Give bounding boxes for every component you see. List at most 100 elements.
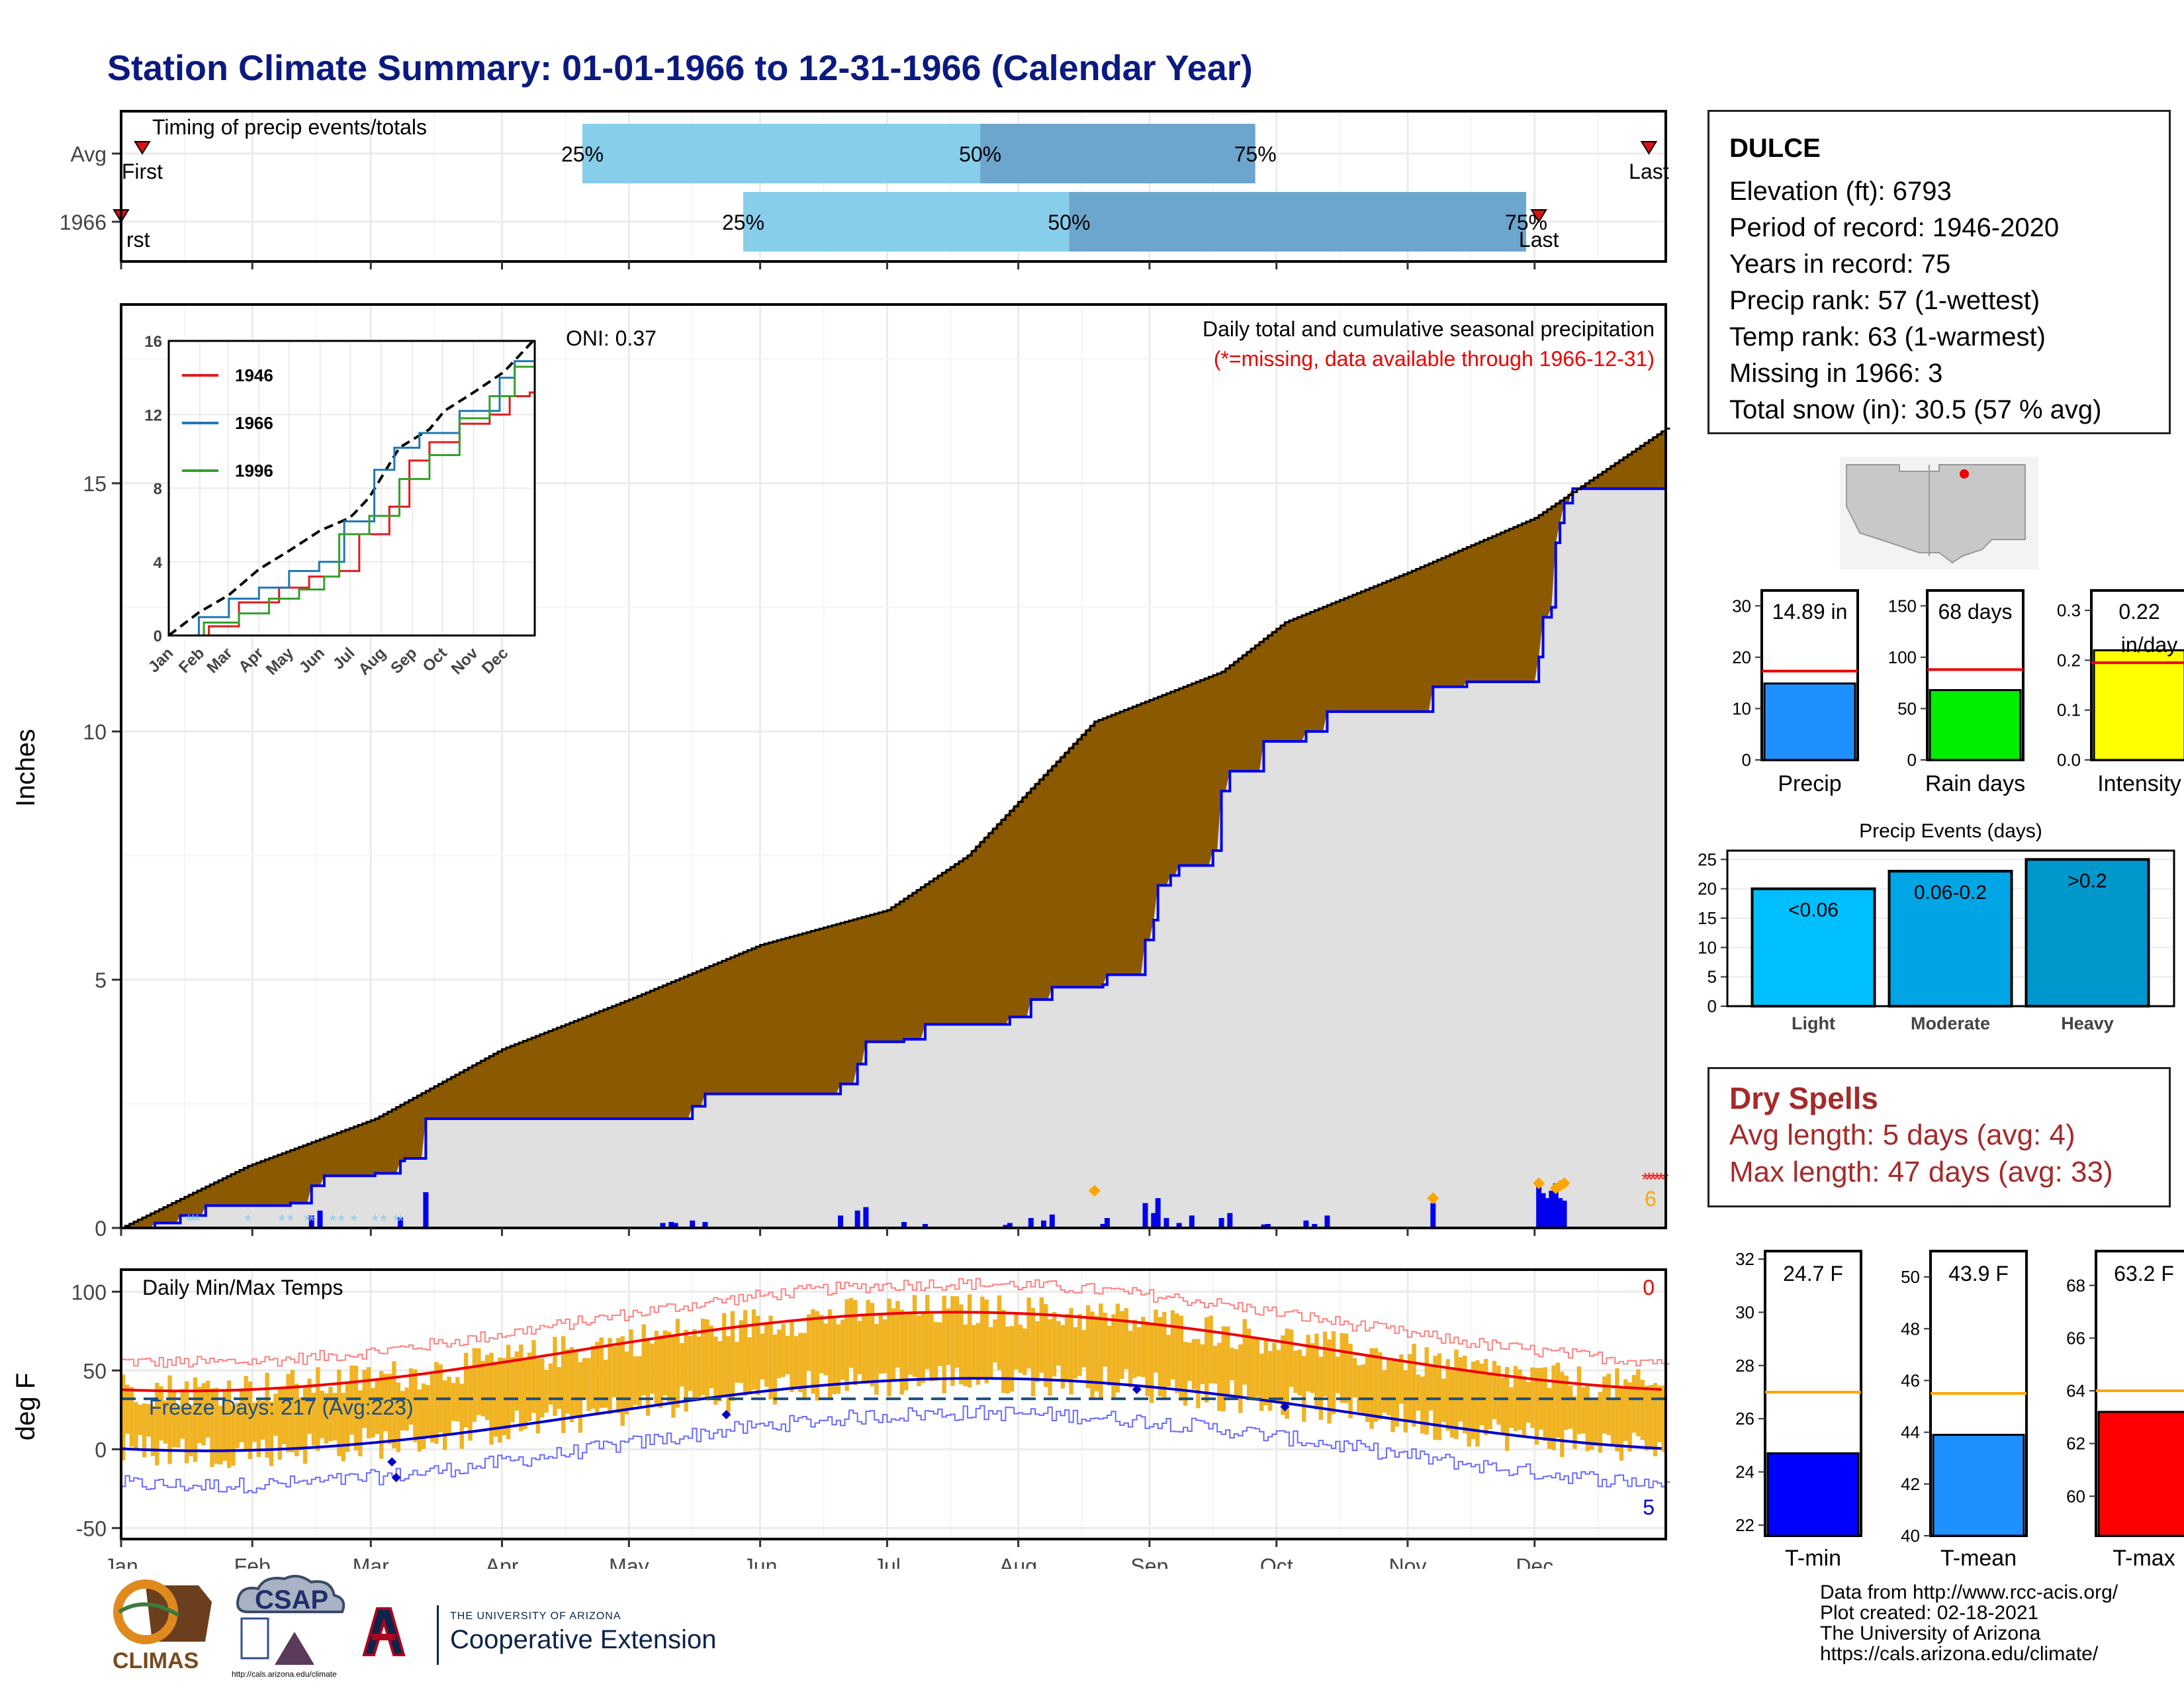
daily-temp-bar bbox=[332, 1393, 338, 1440]
daily-precip-bar bbox=[308, 1215, 314, 1228]
daily-temp-bar bbox=[222, 1389, 227, 1461]
temp-bar bbox=[1766, 1452, 1860, 1537]
snow-marker: * bbox=[351, 1211, 357, 1231]
daily-precip-bar bbox=[660, 1223, 666, 1228]
inset-year-line bbox=[169, 359, 536, 637]
daily-temp-bar bbox=[612, 1346, 617, 1397]
daily-temp-bar bbox=[946, 1308, 951, 1365]
temp-y-tick-label: 100 bbox=[71, 1280, 107, 1304]
daily-temp-bar bbox=[1403, 1370, 1408, 1432]
daily-temp-bar bbox=[917, 1315, 921, 1387]
daily-precip-bar bbox=[901, 1222, 907, 1228]
csap-text: CSAP bbox=[255, 1585, 328, 1615]
daily-temp-bar bbox=[874, 1323, 879, 1395]
month-label: Feb bbox=[234, 1554, 271, 1569]
summary-bar-name: Rain days bbox=[1925, 771, 2025, 796]
snow-marker: * bbox=[330, 1211, 336, 1231]
daily-temp-bar bbox=[1014, 1314, 1019, 1370]
daily-temp-bar bbox=[353, 1366, 359, 1451]
daily-temp-bar bbox=[1454, 1349, 1459, 1439]
daily-temp-bar bbox=[404, 1387, 409, 1431]
daily-temp-bar bbox=[1340, 1333, 1345, 1403]
daily-temp-bar bbox=[772, 1335, 778, 1405]
daily-precip-bar bbox=[690, 1220, 696, 1228]
record-low-marker bbox=[721, 1409, 731, 1419]
station-location-dot bbox=[1960, 469, 1969, 479]
missing-marker: * bbox=[1641, 1169, 1649, 1191]
daily-temp-bar bbox=[1187, 1342, 1192, 1382]
daily-precip-bar bbox=[1561, 1200, 1567, 1228]
daily-temp-bar bbox=[883, 1319, 887, 1374]
daily-temp-bar bbox=[1246, 1329, 1251, 1397]
daily-temp-bar bbox=[1052, 1311, 1057, 1377]
daily-temp-bar bbox=[582, 1358, 587, 1400]
daily-temp-bar bbox=[1276, 1350, 1281, 1403]
footer-credits: Data from http://www.rcc-acis.org/ Plot … bbox=[1820, 1582, 2118, 1664]
daily-temp-bar bbox=[408, 1368, 414, 1425]
daily-temp-bar bbox=[510, 1357, 515, 1423]
summary-y-tick-label: 150 bbox=[1888, 596, 1917, 616]
temp-bar bbox=[1932, 1434, 2025, 1537]
precip-y-tick-label: 10 bbox=[83, 720, 107, 744]
daily-temp-bar bbox=[1576, 1366, 1582, 1434]
snow-marker: * bbox=[279, 1211, 285, 1231]
timing-row-label: Avg bbox=[70, 142, 107, 166]
daily-temp-bar bbox=[1005, 1327, 1010, 1394]
daily-temp-bar bbox=[1056, 1321, 1061, 1366]
temp-y-axis-label: deg F bbox=[11, 1373, 40, 1440]
inset-y-tick-label: 12 bbox=[144, 406, 162, 424]
daily-temp-bar bbox=[480, 1360, 485, 1417]
daily-temp-bar bbox=[387, 1374, 392, 1444]
month-label: Jan bbox=[104, 1554, 138, 1569]
timing-percent-label: 25% bbox=[561, 142, 604, 166]
daily-temp-bar bbox=[1272, 1342, 1277, 1402]
daily-temp-bar bbox=[442, 1380, 447, 1450]
daily-temp-bar bbox=[565, 1349, 570, 1414]
daily-temp-bar bbox=[1649, 1385, 1653, 1450]
climas-logo-leaf bbox=[118, 1602, 180, 1617]
timing-percent-label: 25% bbox=[722, 211, 764, 234]
daily-temp-bar bbox=[1183, 1342, 1188, 1406]
daily-temp-bar bbox=[666, 1331, 672, 1402]
daily-temp-bar bbox=[502, 1358, 506, 1436]
daily-temp-bar bbox=[1191, 1338, 1197, 1390]
ua-block-a bbox=[362, 1607, 406, 1656]
daily-temp-bar bbox=[692, 1329, 697, 1398]
daily-temp-bar bbox=[942, 1295, 946, 1393]
daily-temp-bar bbox=[980, 1296, 985, 1378]
daily-temp-bar bbox=[371, 1387, 375, 1438]
daily-temp-bar bbox=[1589, 1399, 1594, 1450]
daily-temp-bar bbox=[1230, 1347, 1234, 1381]
daily-temp-bar bbox=[218, 1405, 223, 1465]
inset-y-tick-label: 16 bbox=[144, 333, 162, 351]
daily-temp-bar bbox=[295, 1383, 299, 1456]
daily-temp-bar bbox=[756, 1315, 760, 1395]
temp-bar-y-tick-label: 44 bbox=[1901, 1423, 1920, 1442]
daily-temp-bar bbox=[261, 1401, 265, 1440]
month-label: Oct bbox=[1260, 1554, 1293, 1569]
precip-y-tick-label: 0 bbox=[95, 1217, 107, 1241]
daily-temp-bar bbox=[383, 1374, 388, 1432]
daily-temp-bar bbox=[1344, 1333, 1349, 1403]
daily-temp-bar bbox=[1615, 1368, 1619, 1452]
snow-marker: * bbox=[338, 1211, 344, 1231]
daily-temp-bar bbox=[1081, 1330, 1086, 1368]
daily-temp-bar bbox=[1035, 1321, 1040, 1383]
daily-temp-bar bbox=[713, 1336, 718, 1405]
daily-temp-bar bbox=[134, 1402, 138, 1449]
daily-temp-bar bbox=[553, 1336, 557, 1417]
daily-temp-bar bbox=[1496, 1365, 1501, 1425]
daily-temp-bar bbox=[184, 1381, 189, 1464]
daily-temp-bar bbox=[417, 1389, 422, 1452]
daily-temp-bar bbox=[921, 1311, 925, 1383]
daily-temp-bar bbox=[1120, 1311, 1124, 1380]
daily-temp-bar bbox=[1352, 1358, 1357, 1397]
missing-marker: * bbox=[1645, 1169, 1653, 1191]
normal-min-line bbox=[120, 1377, 1662, 1452]
daily-temp-bar bbox=[337, 1369, 341, 1456]
daily-temp-bar bbox=[1416, 1374, 1421, 1411]
daily-precip-bar bbox=[423, 1192, 429, 1228]
daily-precip-bar bbox=[1227, 1213, 1233, 1228]
daily-temp-bar bbox=[637, 1356, 642, 1406]
daily-precip-bar bbox=[1104, 1218, 1110, 1228]
